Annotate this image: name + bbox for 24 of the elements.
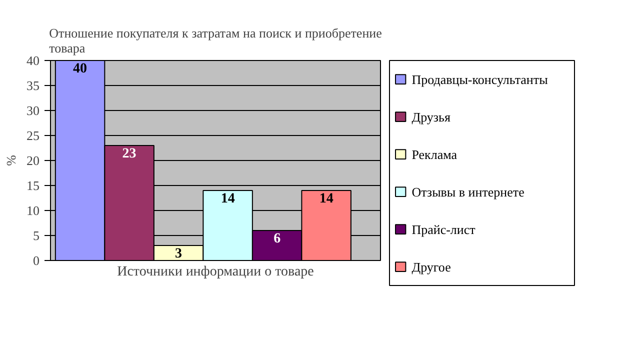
- y-tick-label: 35: [26, 78, 40, 93]
- y-tick-label: 20: [26, 153, 40, 168]
- data-label: 23: [122, 146, 136, 162]
- data-label: 14: [319, 192, 334, 206]
- y-tick-label: 10: [26, 203, 40, 218]
- legend-label: Прайс-лист: [412, 222, 476, 237]
- data-label: 14: [220, 192, 235, 206]
- legend-label: Продавцы-консультанты: [412, 72, 548, 87]
- data-label: 40: [73, 62, 88, 76]
- legend-label: Другое: [412, 259, 452, 274]
- legend-label: Реклама: [412, 146, 458, 162]
- y-axis-title: %: [4, 154, 18, 166]
- x-axis-title: Источники информации о товаре: [117, 264, 314, 280]
- y-tick-label: 5: [33, 228, 40, 243]
- data-label: 3: [175, 246, 182, 262]
- y-tick-label: 25: [26, 128, 40, 143]
- chart-title: Отношение покупателя к затратам на поиск и приобретение товара: [49, 26, 382, 56]
- y-tick-label: 30: [26, 103, 40, 118]
- y-tick-label: 40: [26, 53, 40, 68]
- y-tick-label: 15: [26, 178, 40, 193]
- legend-label: Отзывы в интернете: [412, 184, 525, 200]
- data-label: 6: [274, 232, 281, 246]
- legend-label: Друзья: [412, 109, 450, 124]
- y-tick-label: 0: [33, 253, 40, 268]
